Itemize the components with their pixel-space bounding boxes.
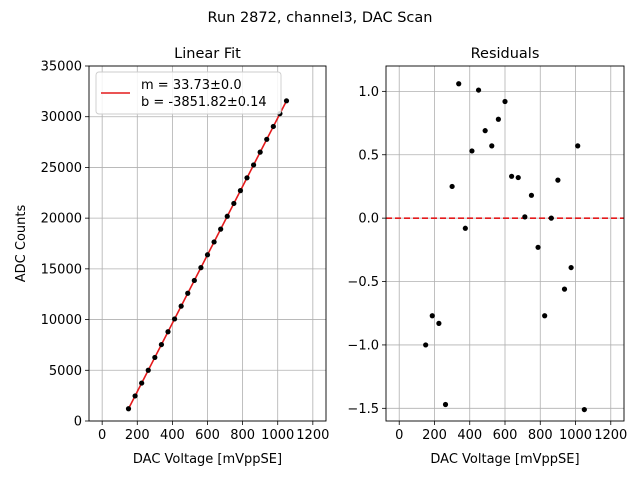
- y-tick-label: 0.0: [358, 212, 379, 227]
- x-axis-label: DAC Voltage [mVppSE]: [430, 452, 579, 467]
- data-point: [502, 98, 508, 105]
- x-tick-label: 800: [230, 428, 255, 443]
- data-point: [542, 313, 548, 319]
- y-tick-label: 1.0: [358, 85, 379, 100]
- data-point: [191, 277, 197, 284]
- data-point: [158, 341, 165, 348]
- data-point: [224, 213, 230, 219]
- y-tick-label: 10000: [41, 313, 82, 328]
- data-point: [429, 313, 435, 319]
- chart-title: Residuals: [471, 46, 540, 62]
- x-axis-label: DAC Voltage [mVppSE]: [133, 452, 282, 467]
- data-point: [522, 214, 528, 220]
- data-point: [535, 244, 541, 250]
- data-point: [257, 149, 263, 155]
- data-point: [495, 116, 501, 122]
- y-tick-label: −0.5: [347, 275, 379, 290]
- data-point: [423, 342, 429, 348]
- residuals-chart: 0 200 400 600 800 1000 1200 −1.5 −1.0 −0.5 0.0 0.5 1…: [347, 46, 627, 467]
- data-point: [185, 290, 191, 296]
- figure-suptitle: Run 2872, channel3, DAC Scan: [208, 10, 433, 26]
- y-tick-label: −1.0: [347, 338, 379, 353]
- axes-frame: [88, 65, 327, 422]
- y-tick-label: 20000: [41, 212, 82, 227]
- data-point: [204, 252, 211, 258]
- x-tick-label: 1000: [261, 428, 294, 443]
- data-point: [449, 183, 455, 190]
- x-tick-label: 800: [528, 428, 553, 443]
- data-point: [211, 239, 217, 245]
- x-tick-label: 0: [98, 428, 106, 443]
- x-tick-label: 200: [125, 428, 150, 443]
- data-point: [171, 316, 178, 322]
- y-tick-label: 15000: [41, 262, 82, 277]
- data-point: [548, 215, 554, 221]
- data-point: [489, 143, 495, 149]
- data-point: [482, 128, 488, 134]
- x-tick-label: 1200: [594, 428, 627, 443]
- y-tick-label: 30000: [41, 110, 82, 125]
- x-tick-label: 600: [493, 428, 518, 443]
- data-point: [515, 174, 521, 181]
- data-point: [264, 136, 270, 142]
- x-tick-label: 1200: [296, 428, 329, 443]
- data-point: [462, 225, 468, 231]
- data-point: [145, 367, 151, 373]
- y-axis-label: ADC Counts: [14, 205, 29, 283]
- y-tick-label: −1.5: [347, 402, 379, 417]
- data-point: [509, 173, 515, 179]
- y-tick-label: 25000: [41, 161, 82, 176]
- data-point: [250, 162, 257, 168]
- x-tick-label: 1000: [559, 428, 592, 443]
- x-tick-label: 400: [457, 428, 482, 443]
- x-tick-label: 200: [422, 428, 447, 443]
- data-point: [139, 380, 145, 386]
- data-point: [456, 81, 462, 87]
- legend-slope-label: m = 33.73±0.0: [141, 78, 242, 93]
- data-point: [231, 200, 237, 207]
- data-point: [475, 87, 482, 93]
- data-point: [132, 393, 138, 399]
- axes-frame: [385, 65, 625, 422]
- data-point: [528, 192, 535, 198]
- x-tick-label: 600: [195, 428, 220, 443]
- data-point: [152, 354, 158, 361]
- data-point: [178, 303, 184, 309]
- data-point: [436, 320, 442, 326]
- data-point: [237, 188, 244, 194]
- y-tick-label: 35000: [41, 60, 82, 75]
- data-point: [561, 286, 568, 292]
- legend-box: [95, 71, 282, 115]
- data-point: [568, 264, 574, 271]
- chart-title: Linear Fit: [174, 46, 241, 62]
- data-point: [469, 148, 475, 154]
- legend: m = 33.73±0.0 b = -3851.82±0.14: [95, 71, 282, 115]
- data-point: [198, 265, 204, 271]
- data-point: [575, 143, 581, 149]
- y-tick-label: 5000: [49, 364, 82, 379]
- linear-fit-chart: 0 200 400 600 800 1000 1200 0 5000 10000 15000 2000…: [14, 46, 329, 467]
- data-point: [283, 98, 290, 104]
- x-tick-label: 0: [395, 428, 403, 443]
- data-point: [442, 401, 449, 408]
- y-tick-label: 0.5: [358, 148, 379, 163]
- x-tick-label: 400: [160, 428, 185, 443]
- data-point: [270, 123, 276, 130]
- data-point: [555, 177, 561, 183]
- data-point: [581, 406, 587, 413]
- y-tick-label: 0: [74, 415, 82, 430]
- legend-intercept-label: b = -3851.82±0.14: [141, 95, 267, 110]
- data-point: [125, 406, 132, 412]
- data-point: [244, 175, 250, 181]
- data-point: [218, 226, 224, 232]
- data-point: [165, 329, 171, 335]
